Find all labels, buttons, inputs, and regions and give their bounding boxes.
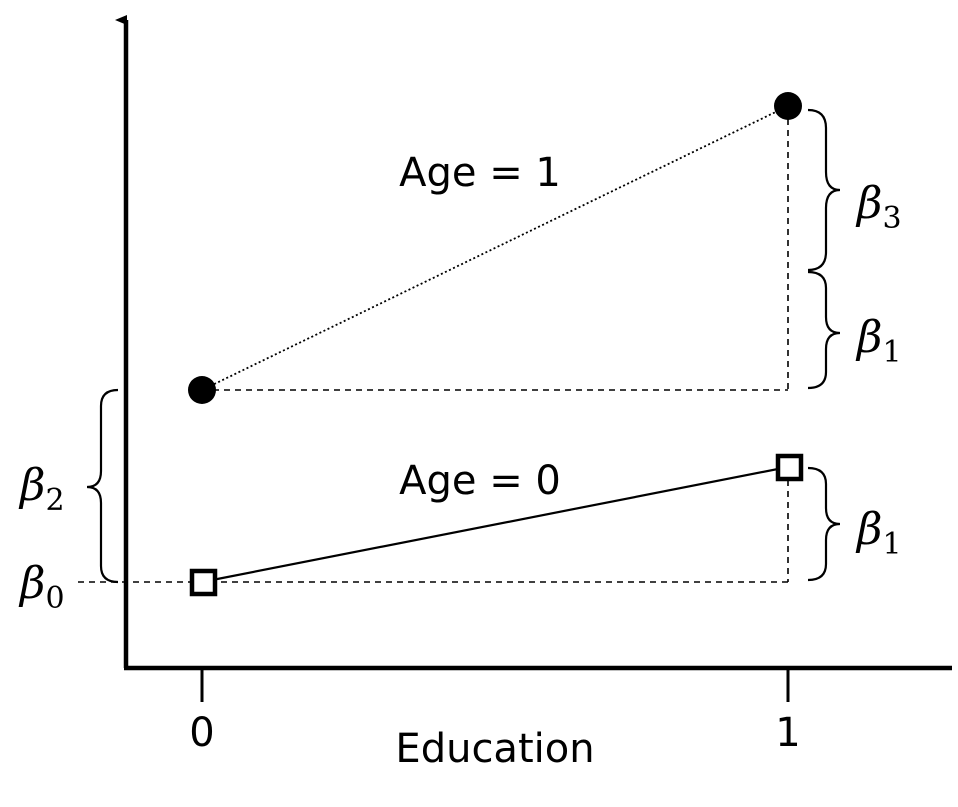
beta1-upper-label: β1 [855, 312, 902, 370]
beta0-label: β0 [18, 558, 65, 616]
x-axis-label: Education [395, 726, 594, 772]
brace-beta2 [86, 388, 119, 584]
x-tick-label-1: 1 [775, 710, 800, 756]
brace-beta1-upper [807, 270, 841, 390]
age1-series-line [201, 105, 789, 391]
age0-point-education1 [775, 453, 804, 482]
age0-series-line [201, 465, 789, 584]
x-tick-label-0: 0 [189, 710, 214, 756]
brace-beta1-lower [807, 466, 841, 582]
age0-point-education0 [189, 568, 218, 597]
beta2-label: β2 [18, 460, 65, 518]
age0-series-label: Age = 0 [399, 458, 561, 504]
beta1-lower-label: β1 [855, 504, 902, 562]
age1-point-education0 [188, 376, 216, 404]
beta3-label: β3 [855, 178, 902, 236]
brace-beta3 [807, 108, 841, 272]
age1-series-label: Age = 1 [399, 150, 561, 196]
age1-point-education1 [774, 92, 802, 120]
